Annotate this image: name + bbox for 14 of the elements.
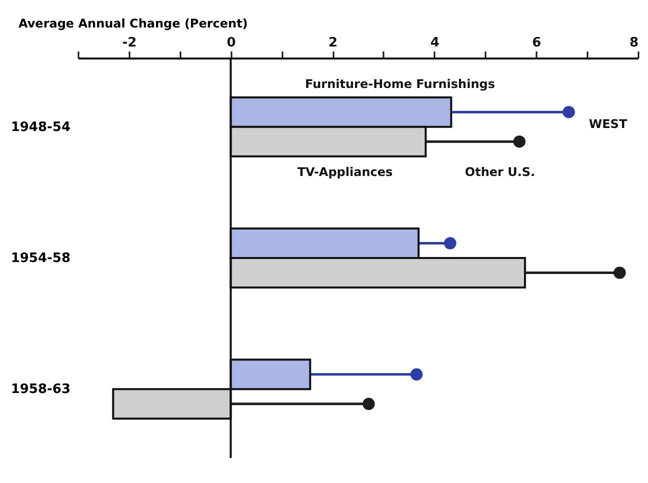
x-tick-label: 6 <box>532 36 542 50</box>
x-tick-label: 2 <box>328 36 338 50</box>
y-tick-label: 1948-54 <box>10 120 70 135</box>
x-tick-label: 4 <box>430 36 440 50</box>
x-axis-title: Average Annual Change (Percent) <box>18 16 248 30</box>
x-tick-label: 0 <box>226 36 236 50</box>
x-tick-label: -2 <box>122 36 137 50</box>
annotation: Other U.S. <box>464 165 536 179</box>
y-tick-label: 1958-63 <box>10 382 70 398</box>
x-tick-label: 8 <box>629 36 638 50</box>
y-tick-label: 1954-58 <box>10 251 70 266</box>
annotation: Furniture-Home Furnishings <box>305 77 495 91</box>
annotation: TV-Appliances <box>297 165 393 179</box>
annotation: WEST <box>588 117 628 131</box>
